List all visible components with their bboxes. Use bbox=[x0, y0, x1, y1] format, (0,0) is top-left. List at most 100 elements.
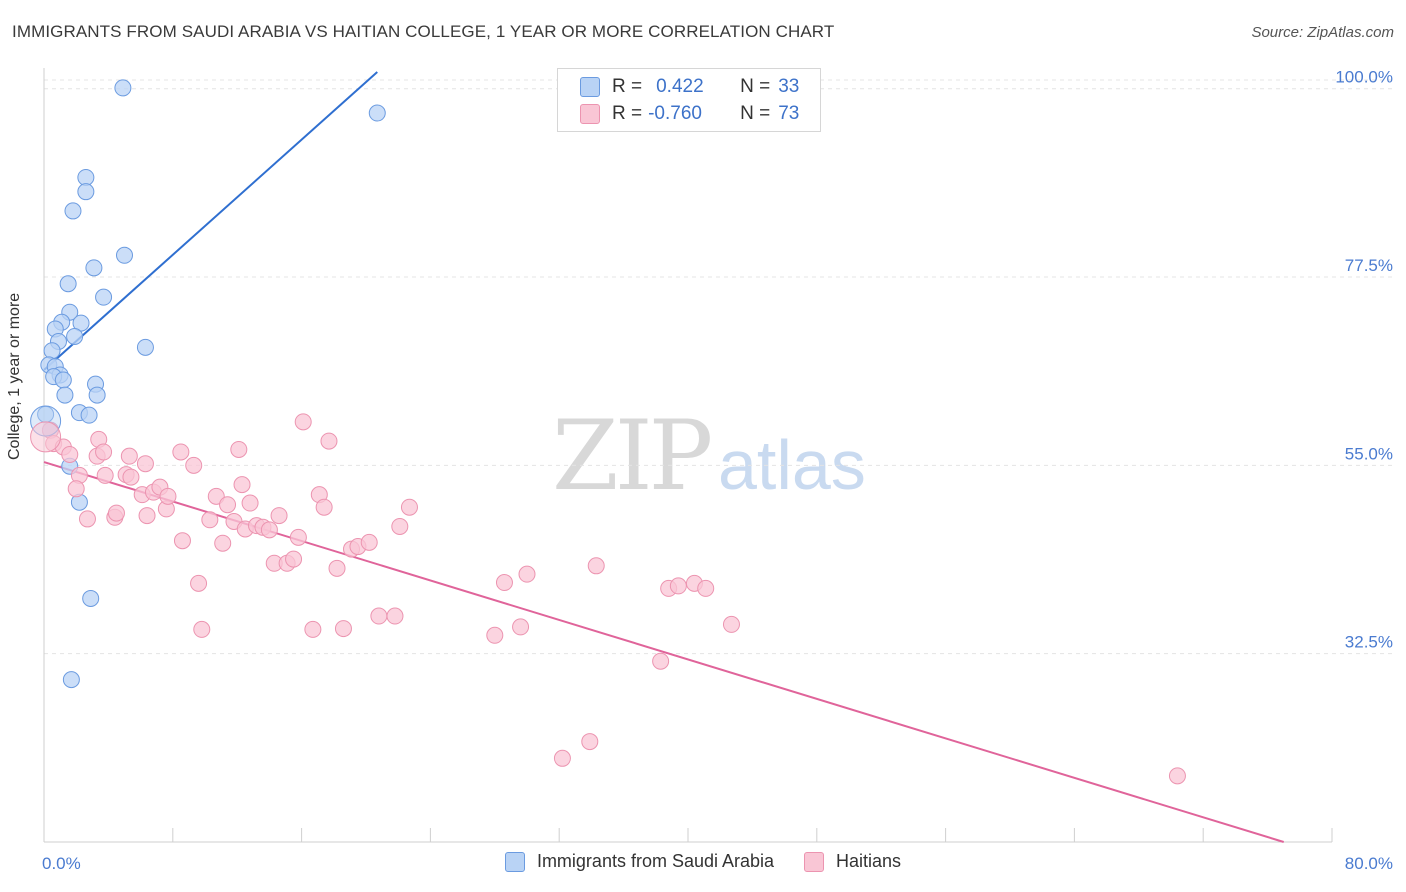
point-haitian bbox=[486, 626, 504, 644]
point-haitian bbox=[61, 445, 79, 463]
source-credit: Source: ZipAtlas.com bbox=[1251, 24, 1394, 41]
legend-swatch-saudi bbox=[580, 77, 600, 97]
stats-legend: R = 0.422 N = 33 R = -0.760 N = 73 bbox=[557, 68, 821, 132]
data-points bbox=[30, 79, 1186, 785]
point-haitian bbox=[360, 533, 378, 551]
point-haitian bbox=[260, 521, 278, 539]
point-haitian bbox=[95, 443, 113, 461]
point-haitian bbox=[185, 456, 203, 474]
point-saudi bbox=[82, 589, 100, 607]
point-haitian bbox=[512, 618, 530, 636]
tick-labels: 32.5% 55.0% 77.5% 100.0% 0.0% 80.0% bbox=[42, 68, 1393, 873]
point-haitian bbox=[722, 615, 740, 633]
point-haitian bbox=[172, 443, 190, 461]
point-haitian bbox=[67, 480, 85, 498]
watermark-zip: ZIP bbox=[552, 400, 713, 512]
legend-item-haitians: Haitians bbox=[804, 851, 901, 872]
point-saudi bbox=[64, 202, 82, 220]
point-haitian bbox=[193, 620, 211, 638]
point-haitian bbox=[315, 498, 333, 516]
r-label: R = bbox=[612, 76, 643, 97]
point-saudi bbox=[66, 327, 84, 345]
legend-label-saudi: Immigrants from Saudi Arabia bbox=[536, 851, 775, 871]
y-tick-label: 55.0% bbox=[1345, 444, 1393, 463]
series-legend: Immigrants from Saudi Arabia Haitians bbox=[0, 851, 1406, 872]
r-value: -0.760 bbox=[648, 103, 702, 124]
point-haitian bbox=[190, 574, 208, 592]
legend-row-haitians: R = -0.760 N = 73 bbox=[580, 101, 799, 127]
point-saudi bbox=[59, 275, 77, 293]
axes bbox=[43, 68, 1333, 843]
point-haitian bbox=[120, 447, 138, 465]
point-haitian bbox=[219, 496, 237, 514]
point-haitian bbox=[136, 455, 154, 473]
n-value: 33 bbox=[778, 76, 800, 97]
point-haitian bbox=[1168, 767, 1186, 785]
legend-swatch-haitians bbox=[580, 104, 600, 124]
legend-swatch-haitians bbox=[804, 851, 825, 872]
chart-title: IMMIGRANTS FROM SAUDI ARABIA VS HAITIAN … bbox=[12, 22, 835, 41]
point-haitian bbox=[285, 550, 303, 568]
point-haitian bbox=[386, 607, 404, 625]
point-haitian bbox=[328, 559, 346, 577]
point-saudi bbox=[43, 342, 61, 360]
point-haitian bbox=[652, 652, 670, 670]
point-saudi bbox=[114, 79, 132, 97]
point-haitian bbox=[138, 507, 156, 525]
point-saudi bbox=[77, 183, 95, 201]
legend-row-saudi: R = 0.422 N = 33 bbox=[580, 74, 799, 100]
point-saudi bbox=[80, 406, 98, 424]
legend-item-saudi: Immigrants from Saudi Arabia bbox=[504, 851, 775, 872]
x-tick-label-min: 0.0% bbox=[42, 854, 81, 873]
point-saudi bbox=[85, 259, 103, 277]
point-saudi bbox=[116, 246, 133, 264]
point-haitian bbox=[122, 468, 140, 486]
point-haitian bbox=[107, 504, 125, 522]
point-haitian bbox=[201, 511, 219, 529]
point-haitian bbox=[270, 507, 288, 525]
point-haitian bbox=[96, 466, 114, 484]
y-tick-label: 32.5% bbox=[1345, 633, 1393, 652]
n-label: N = bbox=[740, 76, 771, 97]
n-label: N = bbox=[740, 103, 771, 124]
point-haitian bbox=[495, 574, 513, 592]
trend-lines bbox=[43, 71, 1284, 843]
point-haitian bbox=[159, 487, 177, 505]
point-haitian bbox=[230, 440, 248, 458]
point-saudi bbox=[62, 671, 80, 689]
point-haitian bbox=[294, 413, 312, 431]
point-saudi bbox=[136, 338, 154, 356]
trend-line-saudi bbox=[43, 71, 378, 371]
point-haitian bbox=[289, 528, 307, 546]
point-haitian bbox=[334, 620, 352, 638]
r-value: 0.422 bbox=[656, 76, 704, 97]
point-haitian bbox=[587, 557, 605, 575]
n-value: 73 bbox=[778, 103, 800, 124]
point-saudi bbox=[77, 168, 95, 186]
point-haitian bbox=[78, 510, 96, 528]
x-tick-label-max: 80.0% bbox=[1345, 854, 1393, 873]
point-haitian bbox=[391, 517, 409, 535]
point-haitian bbox=[400, 498, 418, 516]
point-haitian bbox=[320, 432, 338, 450]
r-label: R = bbox=[612, 103, 643, 124]
point-haitian bbox=[697, 579, 715, 597]
y-tick-label: 100.0% bbox=[1335, 68, 1393, 87]
grid-lines bbox=[44, 79, 1392, 655]
point-haitian bbox=[241, 494, 259, 512]
point-haitian bbox=[518, 565, 536, 583]
point-saudi bbox=[88, 386, 106, 404]
y-tick-label: 77.5% bbox=[1345, 256, 1393, 275]
legend-label-haitians: Haitians bbox=[836, 851, 902, 871]
point-haitian bbox=[669, 577, 687, 595]
point-haitian bbox=[233, 476, 251, 494]
point-saudi bbox=[54, 371, 72, 389]
point-haitian bbox=[553, 749, 571, 767]
point-haitian bbox=[214, 534, 232, 552]
point-haitian bbox=[581, 733, 599, 751]
point-haitian bbox=[370, 607, 388, 625]
point-saudi bbox=[368, 104, 386, 122]
point-haitian bbox=[304, 620, 322, 638]
point-saudi bbox=[95, 288, 113, 306]
